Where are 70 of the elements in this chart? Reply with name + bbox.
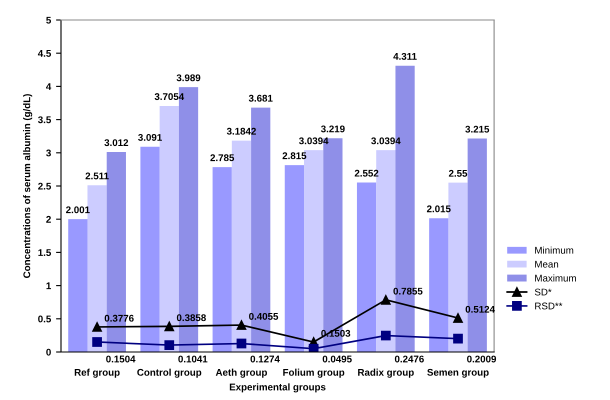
data-label: 3.091	[138, 134, 162, 141]
bar	[356, 182, 376, 352]
y-tick-label: 2	[46, 216, 51, 223]
point	[453, 334, 463, 344]
data-label: 2.511	[86, 172, 109, 180]
point	[164, 322, 174, 332]
y-axis-title: Concentrations of serum albumin (g/dL)	[23, 94, 32, 278]
y-tick-label: 0.5	[38, 316, 52, 322]
data-label: 2.001	[66, 206, 90, 214]
point	[380, 330, 391, 340]
y-tick-label: 4	[46, 83, 52, 90]
point	[453, 313, 463, 323]
bar	[429, 218, 448, 352]
data-label: 3.0394	[299, 137, 328, 144]
data-label: 2.55	[448, 170, 468, 177]
x-tick-label: Radix group	[358, 368, 414, 378]
data-label: 0.1041	[178, 356, 208, 362]
data-label: 2.785	[210, 154, 234, 162]
x-axis-title: Experimental groups	[230, 383, 326, 392]
y-tick-label: 1	[46, 282, 52, 290]
legend-label: Maximum	[535, 274, 576, 282]
bar	[68, 219, 88, 352]
data-label: 2.015	[426, 205, 451, 212]
y-tick-label: 3.5	[38, 116, 52, 124]
legend-label: Minimum	[535, 246, 574, 254]
point	[164, 340, 174, 350]
data-label: 0.0495	[322, 356, 352, 362]
data-label: 2.552	[354, 170, 378, 177]
point	[92, 322, 102, 332]
data-label: 3.0394	[371, 137, 401, 144]
data-label: 0.3776	[104, 314, 134, 322]
data-label: 0.3858	[176, 314, 206, 322]
data-label: 3.989	[176, 74, 200, 82]
data-label: 3.1842	[226, 128, 256, 135]
data-label: 4.311	[393, 52, 417, 60]
bar	[212, 167, 232, 352]
legend-label: SD*	[534, 288, 552, 296]
data-label: 3.681	[248, 94, 273, 102]
y-tick-label: 5	[46, 16, 52, 24]
bar	[284, 165, 304, 352]
y-tick-label: 0	[46, 348, 51, 356]
data-label: 3.215	[465, 126, 490, 133]
y-tick-label: 2.5	[38, 182, 52, 190]
data-label: 3.012	[104, 139, 128, 146]
data-label: 0.1504	[106, 356, 136, 362]
legend-label: RSD**	[535, 302, 562, 310]
x-tick-label: Ref group	[74, 368, 120, 378]
data-label: 0.5124	[466, 306, 495, 313]
legend-label: Mean	[535, 260, 558, 268]
point	[380, 294, 391, 305]
y-tick-label: 3	[46, 150, 51, 156]
y-tick-label: 1.5	[38, 249, 52, 256]
bar	[140, 146, 160, 352]
data-label: 0.2476	[394, 356, 424, 362]
data-label: 0.4055	[249, 312, 278, 320]
point	[308, 344, 319, 352]
data-label: 3.219	[320, 125, 345, 132]
point	[236, 320, 246, 330]
data-label: 2.815	[282, 152, 306, 160]
data-label: 0.7855	[393, 288, 423, 295]
x-tick-label: Semen group	[427, 368, 489, 378]
point	[92, 337, 102, 347]
data-label: 0.1274	[250, 356, 280, 362]
x-tick-label: Control group	[137, 368, 202, 378]
y-tick-label: 4.5	[38, 50, 52, 57]
point	[236, 338, 246, 348]
x-tick-label: Folium group	[283, 368, 344, 378]
data-label: 3.7054	[154, 93, 184, 100]
x-tick-label: Aeth group	[216, 368, 267, 378]
data-label: 0.2009	[467, 356, 496, 362]
